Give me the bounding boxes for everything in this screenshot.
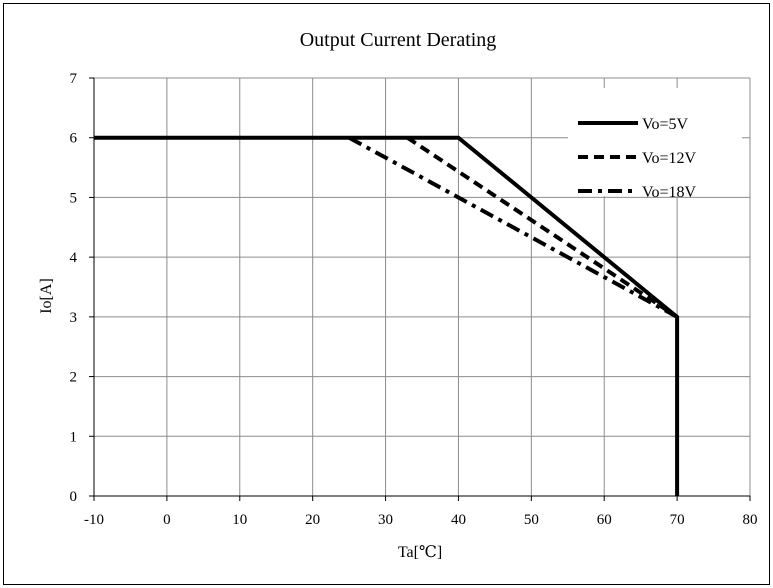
legend: Vo=5V Vo=12V Vo=18V bbox=[568, 88, 742, 201]
legend-label: Vo=12V bbox=[642, 150, 697, 167]
y-tick-label: 1 bbox=[70, 429, 78, 445]
series-lines bbox=[94, 135, 680, 496]
legend-label: Vo=5V bbox=[642, 116, 689, 133]
y-axis-label: Io[A] bbox=[38, 278, 55, 314]
x-tick-label: 70 bbox=[670, 512, 685, 528]
y-tick-label: 3 bbox=[70, 310, 78, 326]
y-tick-label: 7 bbox=[70, 71, 78, 87]
series-line-3 bbox=[348, 135, 679, 319]
x-tick-label: 60 bbox=[597, 512, 612, 528]
x-tick-label: 50 bbox=[524, 512, 539, 528]
series-line-2 bbox=[406, 136, 679, 319]
legend-label: Vo=18V bbox=[642, 184, 697, 201]
x-tick-label: 10 bbox=[232, 512, 247, 528]
legend-background bbox=[568, 88, 742, 196]
x-tick-label: 0 bbox=[163, 512, 171, 528]
y-tick-label: 2 bbox=[70, 370, 78, 386]
tick-labels: -10 0 10 20 30 40 50 60 70 80 0 1 2 3 4 5 6 7 bbox=[70, 71, 758, 528]
y-tick-label: 5 bbox=[70, 190, 78, 206]
x-tick-label: 30 bbox=[378, 512, 393, 528]
y-tick-label: 0 bbox=[70, 489, 78, 505]
y-tick-label: 6 bbox=[70, 131, 78, 147]
series-line-1 bbox=[94, 135, 680, 496]
x-tick-label: 80 bbox=[743, 512, 758, 528]
x-axis-label: Ta[℃] bbox=[398, 544, 442, 561]
y-tick-label: 4 bbox=[70, 250, 78, 266]
x-tick-label: 40 bbox=[451, 512, 466, 528]
x-tick-label: 20 bbox=[305, 512, 320, 528]
chart-title: Output Current Derating bbox=[300, 29, 497, 51]
x-tick-label: -10 bbox=[84, 512, 104, 528]
